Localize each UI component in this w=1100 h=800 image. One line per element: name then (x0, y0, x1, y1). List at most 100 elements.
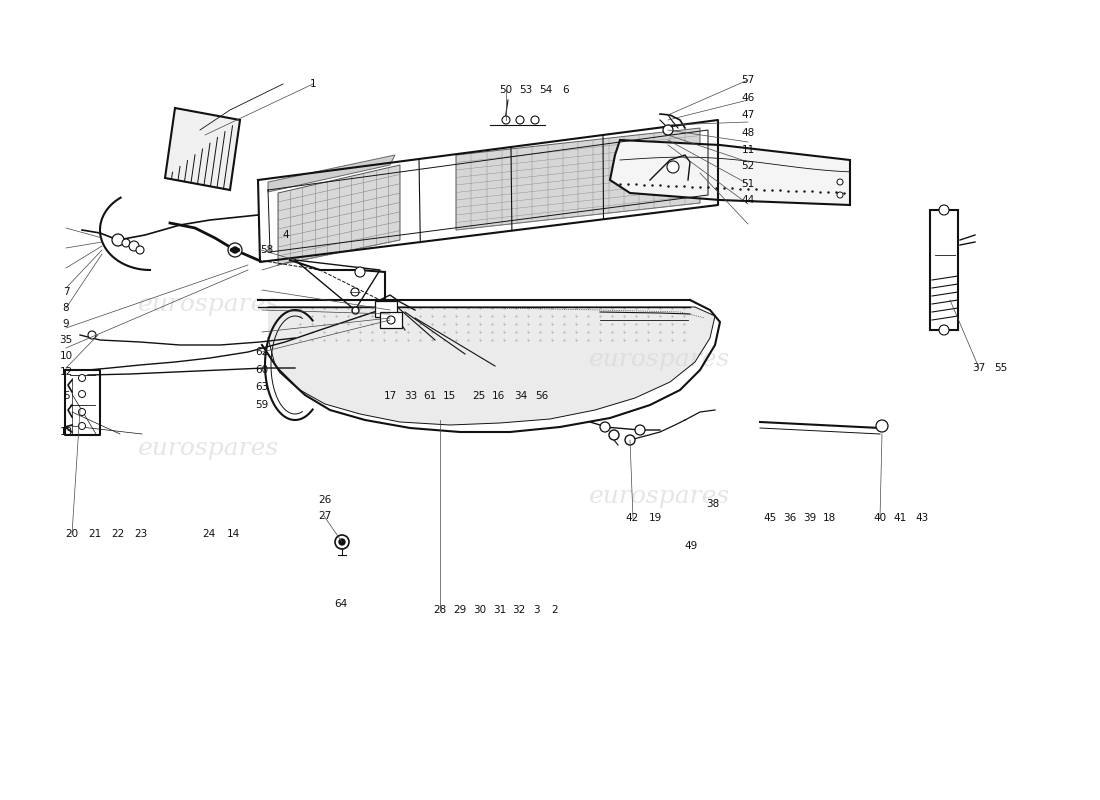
Circle shape (667, 161, 679, 173)
Polygon shape (610, 140, 850, 205)
Polygon shape (165, 108, 240, 190)
Text: 14: 14 (227, 530, 240, 539)
Circle shape (939, 325, 949, 335)
Text: 18: 18 (823, 514, 836, 523)
Text: 31: 31 (493, 605, 506, 614)
Text: 39: 39 (803, 514, 816, 523)
Circle shape (122, 239, 130, 247)
Text: 29: 29 (453, 605, 466, 614)
Text: 55: 55 (994, 363, 1008, 373)
Text: 43: 43 (915, 514, 928, 523)
Text: 58: 58 (261, 245, 274, 254)
Text: 16: 16 (492, 391, 505, 401)
Polygon shape (268, 155, 395, 192)
Text: 60: 60 (255, 365, 268, 374)
Circle shape (88, 331, 96, 339)
FancyBboxPatch shape (379, 312, 401, 328)
Polygon shape (456, 128, 700, 230)
Text: 10: 10 (59, 351, 73, 361)
Text: 24: 24 (202, 530, 216, 539)
Circle shape (531, 116, 539, 124)
Text: 32: 32 (513, 605, 526, 614)
Circle shape (837, 179, 843, 185)
Text: 63: 63 (255, 382, 268, 392)
Text: 7: 7 (63, 287, 69, 297)
Text: 2: 2 (551, 605, 558, 614)
Text: 35: 35 (59, 335, 73, 345)
Text: 5: 5 (63, 391, 69, 401)
Circle shape (837, 192, 843, 198)
Circle shape (233, 249, 236, 251)
Text: 27: 27 (318, 511, 331, 521)
Text: 22: 22 (111, 530, 124, 539)
Polygon shape (268, 307, 715, 425)
Text: 54: 54 (539, 85, 552, 94)
Text: 47: 47 (741, 110, 755, 120)
Circle shape (355, 267, 365, 277)
Text: 33: 33 (404, 391, 417, 401)
Circle shape (516, 116, 524, 124)
FancyBboxPatch shape (375, 301, 397, 317)
Text: 34: 34 (514, 391, 527, 401)
Circle shape (339, 539, 345, 545)
Text: 28: 28 (433, 605, 447, 614)
Circle shape (663, 125, 673, 135)
Circle shape (78, 422, 86, 430)
Text: 52: 52 (741, 162, 755, 171)
Polygon shape (278, 165, 400, 265)
Text: 51: 51 (741, 179, 755, 189)
Text: 1: 1 (310, 79, 317, 89)
Text: 25: 25 (472, 391, 485, 401)
Circle shape (236, 249, 240, 251)
Circle shape (231, 249, 233, 251)
Circle shape (625, 435, 635, 445)
Text: eurospares: eurospares (590, 349, 730, 371)
Text: 56: 56 (536, 391, 549, 401)
Circle shape (609, 430, 619, 440)
Circle shape (232, 247, 238, 253)
Text: 36: 36 (783, 514, 796, 523)
Text: 44: 44 (741, 195, 755, 205)
Circle shape (876, 420, 888, 432)
Text: 38: 38 (706, 499, 719, 509)
Circle shape (600, 422, 610, 432)
Text: 41: 41 (893, 514, 906, 523)
Text: eurospares: eurospares (590, 485, 730, 507)
Circle shape (351, 288, 359, 296)
FancyBboxPatch shape (930, 210, 958, 330)
Text: 59: 59 (255, 400, 268, 410)
Text: 8: 8 (63, 303, 69, 313)
Circle shape (136, 246, 144, 254)
Text: 42: 42 (626, 514, 639, 523)
Text: 45: 45 (763, 514, 777, 523)
Text: 19: 19 (649, 514, 662, 523)
Circle shape (78, 390, 86, 398)
Text: 49: 49 (684, 541, 697, 550)
Text: 9: 9 (63, 319, 69, 329)
Circle shape (228, 243, 242, 257)
Text: 64: 64 (334, 599, 348, 609)
Text: 11: 11 (741, 146, 755, 155)
Text: 4: 4 (283, 230, 289, 240)
Text: 20: 20 (65, 530, 78, 539)
Text: 37: 37 (972, 363, 986, 373)
Text: 50: 50 (499, 85, 513, 94)
Text: 62: 62 (255, 347, 268, 357)
Text: 61: 61 (424, 391, 437, 401)
Circle shape (939, 205, 949, 215)
Text: 21: 21 (88, 530, 101, 539)
Text: 26: 26 (318, 495, 331, 505)
Text: 17: 17 (384, 391, 397, 401)
Text: 3: 3 (534, 605, 540, 614)
Text: 13: 13 (59, 427, 73, 437)
Text: eurospares: eurospares (139, 437, 279, 459)
Text: 12: 12 (59, 367, 73, 377)
Text: 48: 48 (741, 128, 755, 138)
Circle shape (78, 374, 86, 382)
Circle shape (635, 425, 645, 435)
Text: 46: 46 (741, 93, 755, 102)
Text: 53: 53 (519, 85, 532, 94)
Text: 57: 57 (741, 75, 755, 85)
Text: 40: 40 (873, 514, 887, 523)
Text: 15: 15 (443, 391, 456, 401)
